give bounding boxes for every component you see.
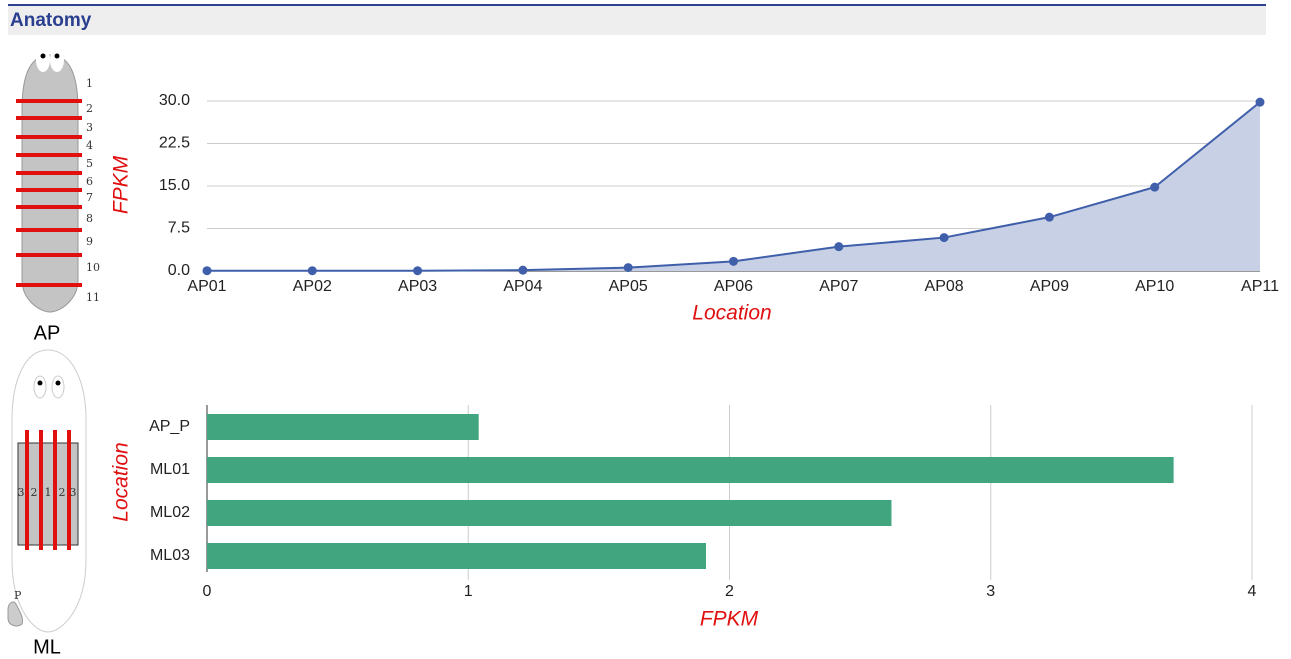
- x-tick-label: 4: [1248, 583, 1257, 600]
- x-tick-label: AP08: [925, 278, 964, 295]
- x-tick-label: AP06: [714, 278, 753, 295]
- chart: Anatomy AP P ML 1234567891011321230.07.: [0, 0, 1291, 659]
- section-number: 2: [31, 486, 38, 499]
- ml-diagram: P ML: [8, 350, 86, 658]
- x-axis-title: FPKM: [700, 608, 759, 631]
- y-tick-label: ML03: [150, 547, 190, 564]
- x-axis-title: Location: [692, 302, 771, 325]
- y-tick-label: 30.0: [159, 92, 190, 109]
- bar: [207, 543, 706, 569]
- page: Anatomy AP P ML 1234567891011321230.07.: [0, 0, 1291, 659]
- x-tick-label: 3: [986, 583, 995, 600]
- x-tick-label: AP02: [293, 278, 332, 295]
- section-number: 7: [86, 191, 93, 204]
- pupil: [55, 54, 60, 59]
- x-tick-label: AP03: [398, 278, 437, 295]
- point: [203, 266, 212, 275]
- y-axis-title: Location: [110, 442, 133, 521]
- x-tick-label: 1: [464, 583, 473, 600]
- pupil: [41, 54, 46, 59]
- eye: [34, 376, 46, 398]
- pupil: [56, 381, 61, 386]
- section-number: 10: [86, 261, 100, 274]
- eye: [52, 376, 64, 398]
- point: [413, 266, 422, 275]
- y-axis-title: FPKM: [110, 155, 133, 214]
- section-number: 5: [86, 157, 93, 170]
- header-bar: [8, 4, 1266, 35]
- y-tick-label: 15.0: [159, 177, 190, 194]
- y-tick-label: 0.0: [168, 262, 190, 279]
- diagram-label: AP: [34, 322, 61, 344]
- point: [624, 263, 633, 272]
- x-tick-label: 0: [203, 583, 212, 600]
- section-number: 3: [86, 121, 93, 134]
- section-number: 1: [45, 486, 52, 499]
- point: [729, 257, 738, 266]
- y-tick-label: ML02: [150, 504, 190, 521]
- diagram-label: ML: [33, 636, 61, 658]
- x-tick-label: AP05: [609, 278, 648, 295]
- y-tick-label: 7.5: [168, 220, 190, 237]
- y-tick-label: ML01: [150, 461, 190, 478]
- area: [207, 102, 1260, 271]
- point: [940, 233, 949, 242]
- y-tick-label: 22.5: [159, 135, 190, 152]
- point: [834, 242, 843, 251]
- section-number: 8: [86, 212, 93, 225]
- eye: [36, 48, 50, 72]
- section-number: 1: [86, 77, 93, 90]
- section-number: 11: [86, 291, 100, 304]
- point: [1045, 213, 1054, 222]
- section-number: 2: [59, 486, 66, 499]
- section-number: 3: [18, 486, 25, 499]
- section-number: 9: [86, 235, 93, 248]
- point: [518, 266, 527, 275]
- bar: [207, 414, 479, 440]
- point: [1150, 183, 1159, 192]
- marker-label: P: [14, 589, 22, 602]
- pupil: [38, 381, 43, 386]
- header-title: Anatomy: [10, 10, 92, 31]
- point: [1256, 98, 1265, 107]
- point: [308, 266, 317, 275]
- x-tick-label: AP10: [1135, 278, 1174, 295]
- y-tick-label: AP_P: [149, 418, 190, 435]
- bar: [207, 457, 1174, 483]
- section-number: 2: [86, 102, 93, 115]
- section-number: 3: [70, 486, 77, 499]
- x-tick-label: AP09: [1030, 278, 1069, 295]
- eye: [50, 48, 64, 72]
- x-tick-label: AP01: [187, 278, 226, 295]
- x-tick-label: AP11: [1241, 278, 1279, 295]
- section-number: 6: [86, 175, 93, 188]
- ap-diagram: AP: [16, 48, 82, 344]
- bar: [207, 500, 891, 526]
- x-tick-label: AP04: [503, 278, 542, 295]
- section-number: 4: [86, 139, 93, 152]
- worm-body: [22, 55, 78, 312]
- x-tick-label: 2: [725, 583, 734, 600]
- x-tick-label: AP07: [819, 278, 858, 295]
